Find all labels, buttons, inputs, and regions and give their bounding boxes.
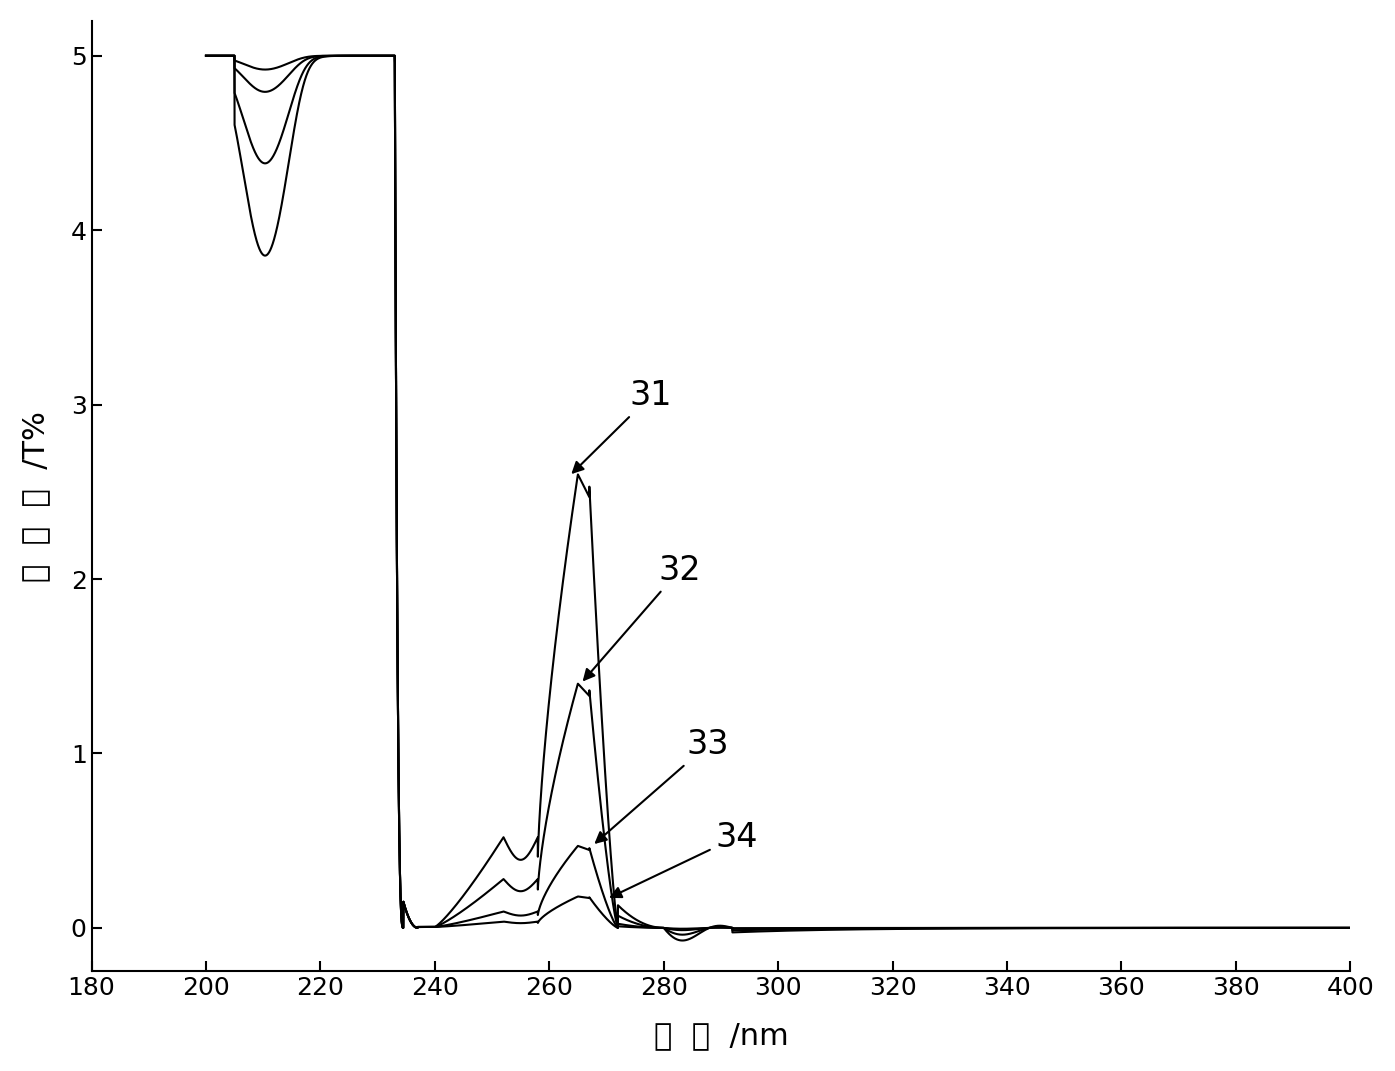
Y-axis label: 吸  光  度  /T%: 吸 光 度 /T% [21, 410, 50, 582]
Text: 34: 34 [611, 820, 757, 897]
X-axis label: 波  长  /nm: 波 长 /nm [653, 1021, 788, 1051]
Text: 31: 31 [573, 379, 672, 472]
Text: 32: 32 [585, 554, 700, 680]
Text: 33: 33 [596, 728, 730, 843]
